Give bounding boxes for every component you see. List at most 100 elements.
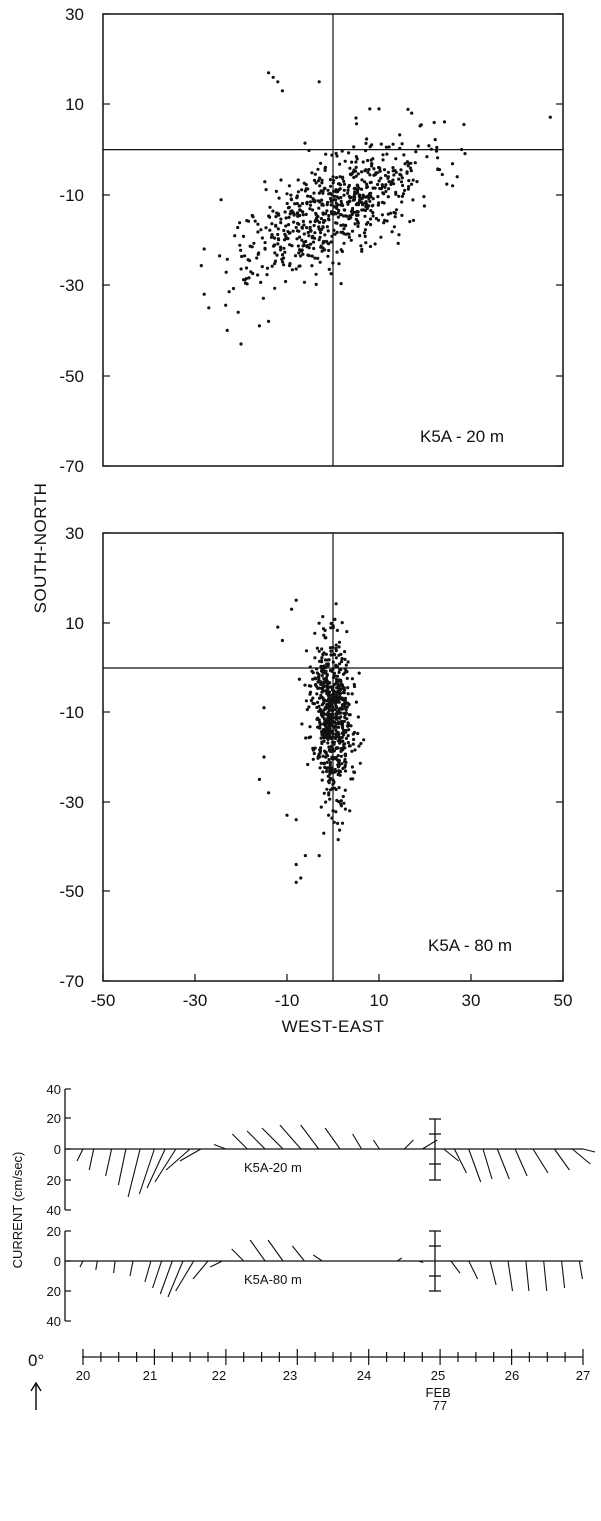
scatter-point bbox=[329, 210, 334, 214]
current-vector-stick bbox=[396, 1257, 403, 1262]
scatter-point bbox=[284, 216, 288, 220]
scatter-point bbox=[334, 190, 338, 194]
scatter-point bbox=[295, 212, 299, 216]
scatter-point bbox=[342, 208, 346, 212]
scatter-point bbox=[362, 738, 366, 742]
scatter-point bbox=[257, 251, 261, 255]
scatter-point bbox=[338, 662, 342, 666]
scatter-point bbox=[306, 762, 310, 767]
scatter-point bbox=[340, 762, 344, 766]
scatter-point bbox=[339, 652, 343, 656]
scatter-point bbox=[350, 765, 354, 769]
scatter-point bbox=[326, 741, 330, 745]
scatter-point bbox=[330, 669, 334, 673]
scatter-point bbox=[336, 720, 341, 724]
scatter-point bbox=[329, 653, 333, 657]
scatter-point bbox=[335, 798, 339, 803]
scatter-point bbox=[331, 698, 335, 702]
scatter-point bbox=[267, 319, 271, 323]
scatter-point bbox=[327, 722, 331, 726]
scatter-point bbox=[284, 224, 288, 228]
scatter-point bbox=[306, 194, 310, 198]
scatter-point bbox=[400, 142, 404, 146]
scatter-point bbox=[339, 754, 343, 758]
scatter-point bbox=[330, 719, 334, 723]
scatter-point bbox=[286, 206, 290, 210]
current-vector-stick bbox=[165, 1148, 191, 1171]
scatter-point bbox=[289, 193, 293, 197]
current-vector-stick bbox=[113, 1260, 116, 1274]
scatter-point bbox=[301, 210, 305, 214]
scatter-point bbox=[332, 189, 336, 193]
scatter-point bbox=[322, 239, 326, 244]
scatter-point bbox=[315, 219, 319, 223]
scatter-point bbox=[294, 880, 298, 885]
scatter-point bbox=[337, 700, 341, 704]
scatter-point bbox=[325, 688, 329, 692]
scatter-point bbox=[313, 656, 317, 660]
scatter-point bbox=[318, 755, 322, 759]
scatter-point bbox=[334, 706, 338, 710]
scatter-point bbox=[279, 245, 283, 249]
scatter-point bbox=[354, 160, 358, 164]
scatter-point bbox=[325, 673, 329, 678]
scatter-point bbox=[366, 170, 370, 174]
scatter-point bbox=[347, 728, 351, 732]
scatter-point bbox=[339, 799, 343, 803]
scatter-point bbox=[302, 280, 307, 284]
current-vector-stick bbox=[404, 1139, 414, 1150]
scatter-point bbox=[300, 201, 305, 206]
panel-label-80m: K5A - 80 m bbox=[428, 936, 512, 955]
scatter-point bbox=[400, 194, 404, 198]
scatter-point bbox=[320, 249, 324, 253]
scatter-point bbox=[342, 214, 346, 218]
scatter-point bbox=[285, 813, 289, 817]
scatter-point bbox=[337, 725, 341, 729]
date-tick-label: 20 bbox=[76, 1368, 90, 1383]
scatter-point bbox=[379, 235, 383, 239]
y-ticks-20m bbox=[103, 13, 563, 467]
scatter-point bbox=[282, 246, 286, 250]
scatter-point bbox=[263, 247, 267, 251]
scatter-point bbox=[390, 230, 394, 234]
scatter-point bbox=[324, 152, 328, 156]
scatter-point bbox=[401, 192, 406, 196]
scatter-point bbox=[279, 221, 283, 225]
scatter-point bbox=[238, 221, 242, 225]
scatter-point bbox=[260, 236, 264, 240]
scatter-point bbox=[394, 157, 398, 161]
scatter-point bbox=[255, 256, 259, 260]
scatter-point bbox=[320, 656, 324, 660]
scatter-point bbox=[319, 161, 323, 165]
scatter-point bbox=[341, 672, 346, 676]
scatter-point bbox=[342, 182, 347, 186]
scatter-point bbox=[333, 786, 337, 790]
scatter-point bbox=[305, 708, 309, 712]
scatter-point bbox=[318, 726, 322, 730]
scatter-point bbox=[322, 761, 326, 766]
scatter-point bbox=[380, 213, 384, 217]
scatter-point bbox=[339, 199, 343, 203]
current-vector-stick bbox=[489, 1260, 497, 1286]
scatter-point bbox=[377, 201, 381, 205]
current-vector-stick bbox=[532, 1148, 549, 1174]
scatter-point bbox=[353, 192, 357, 196]
date-tick-label: 22 bbox=[212, 1368, 226, 1383]
scatter-point bbox=[274, 189, 278, 193]
scatter-point bbox=[322, 633, 326, 637]
scatter-point bbox=[274, 224, 278, 228]
current-vector-stick bbox=[312, 1254, 323, 1262]
current-vector-stick bbox=[561, 1260, 566, 1289]
current-vector-stick bbox=[261, 1127, 284, 1150]
scatter-point bbox=[329, 203, 333, 207]
panel-label-20m: K5A - 20 m bbox=[420, 427, 504, 446]
scatter-point bbox=[402, 153, 406, 157]
scatter-point bbox=[270, 264, 274, 268]
scatter-point bbox=[315, 667, 319, 671]
scatter-point bbox=[350, 229, 355, 233]
scatter-point bbox=[425, 155, 429, 159]
scatter-point bbox=[326, 242, 331, 246]
scatter-point bbox=[305, 226, 309, 230]
scatter-point bbox=[392, 225, 396, 229]
scatter-point bbox=[308, 203, 313, 207]
